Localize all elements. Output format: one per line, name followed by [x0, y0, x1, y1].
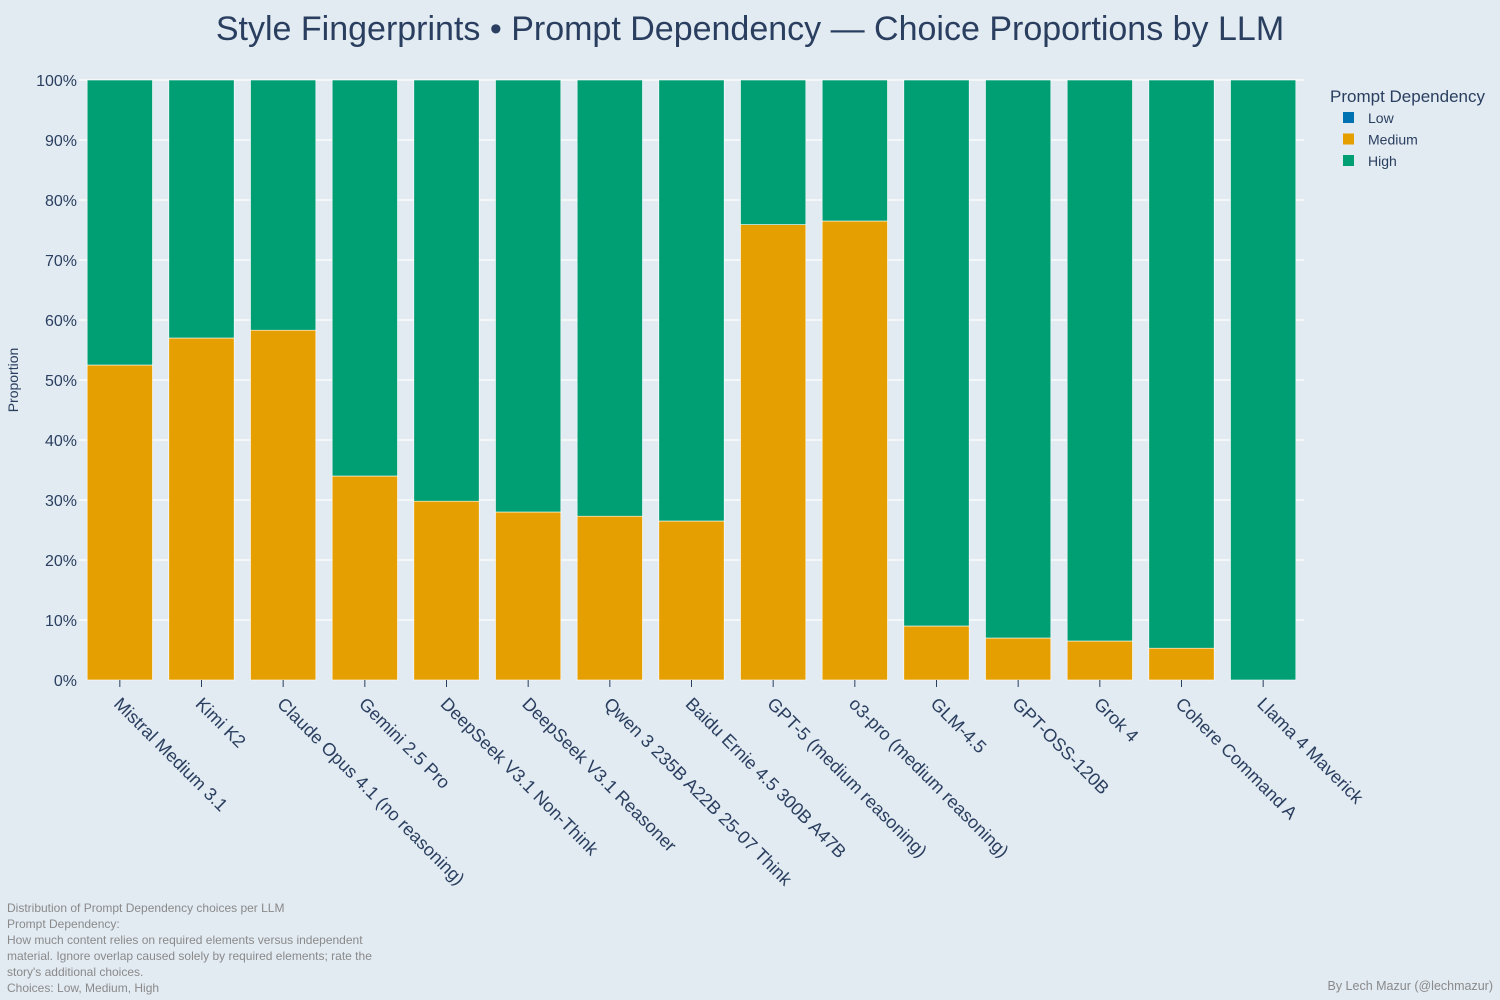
x-tick-label: GLM-4.5: [927, 694, 991, 758]
bar-medium: [903, 625, 970, 681]
bars: [86, 79, 1297, 681]
bar-high: [331, 79, 398, 477]
footnote: Distribution of Prompt Dependency choice…: [7, 900, 387, 996]
bar-high: [903, 79, 970, 627]
bar-high: [658, 79, 725, 522]
bar-medium: [576, 515, 643, 681]
bar-high: [821, 79, 888, 222]
y-axis-title: Proportion: [5, 348, 21, 413]
y-tick-label: 100%: [36, 73, 77, 90]
bar-high: [1066, 79, 1133, 642]
y-tick-label: 20%: [45, 553, 77, 570]
y-tick-label: 80%: [45, 193, 77, 210]
bar-medium: [168, 337, 235, 681]
footnote-line: How much content relies on required elem…: [7, 933, 363, 947]
bar-medium: [250, 329, 317, 681]
y-axis-ticks: 0% 10% 20% 30% 40% 50% 60% 70% 80% 90% 100%: [36, 73, 77, 690]
credit: By Lech Mazur (@lechmazur): [1327, 979, 1493, 993]
bar-high: [413, 79, 480, 502]
footnote-line: Distribution of Prompt Dependency choice…: [7, 901, 285, 915]
legend-title: Prompt Dependency: [1330, 87, 1485, 106]
bar-medium: [658, 520, 725, 681]
legend-label: Low: [1368, 110, 1395, 126]
x-tick-label: Kimi K2: [192, 694, 250, 752]
x-tick-label: DeepSeek V3.1 Non-Think: [437, 694, 603, 860]
legend-swatch: [1343, 155, 1354, 166]
bar-high: [495, 79, 562, 513]
bar-high: [168, 79, 235, 339]
legend: Prompt Dependency Low Medium High: [1330, 87, 1485, 169]
bar-high: [985, 79, 1052, 639]
bar-high: [250, 79, 317, 331]
bar-high: [86, 79, 153, 366]
bar-high: [576, 79, 643, 517]
y-tick-label: 0%: [54, 673, 77, 690]
bar-medium: [86, 364, 153, 681]
bar-high: [740, 79, 807, 225]
bar-medium: [331, 475, 398, 681]
bar-medium: [495, 511, 562, 681]
bar-medium: [985, 637, 1052, 681]
y-tick-label: 90%: [45, 133, 77, 150]
footnote-line: Prompt Dependency:: [7, 917, 120, 931]
y-tick-label: 30%: [45, 493, 77, 510]
y-tick-label: 70%: [45, 253, 77, 270]
bar-high: [1230, 79, 1297, 681]
bar-medium: [1066, 640, 1133, 681]
legend-label: High: [1368, 153, 1397, 169]
x-tick-label: Grok 4: [1090, 694, 1142, 746]
bar-high: [1148, 79, 1215, 649]
legend-label: Medium: [1368, 132, 1418, 148]
y-tick-label: 50%: [45, 373, 77, 390]
x-tick-label: GPT-5 (medium reasoning): [763, 694, 931, 862]
y-tick-label: 10%: [45, 613, 77, 630]
legend-swatch: [1343, 133, 1354, 145]
y-tick-label: 60%: [45, 313, 77, 330]
footnote-line: material. Ignore overlap caused solely b…: [7, 949, 372, 963]
bar-medium: [740, 224, 807, 681]
footnote-line: Choices: Low, Medium, High: [7, 981, 160, 995]
x-tick-label: o3-pro (medium reasoning): [845, 694, 1013, 862]
x-tick-label: DeepSeek V3.1 Reasoner: [518, 694, 680, 856]
bar-medium: [1148, 647, 1215, 681]
x-tick-label: Baidu Ernie 4.5 300B A47B: [682, 694, 850, 862]
bar-medium: [413, 500, 480, 681]
y-tick-label: 40%: [45, 433, 77, 450]
footnote-line: story's additional choices.: [7, 965, 144, 979]
bar-medium: [821, 220, 888, 681]
chart-title: Style Fingerprints • Prompt Dependency —…: [216, 10, 1284, 48]
legend-swatch: [1343, 112, 1354, 123]
